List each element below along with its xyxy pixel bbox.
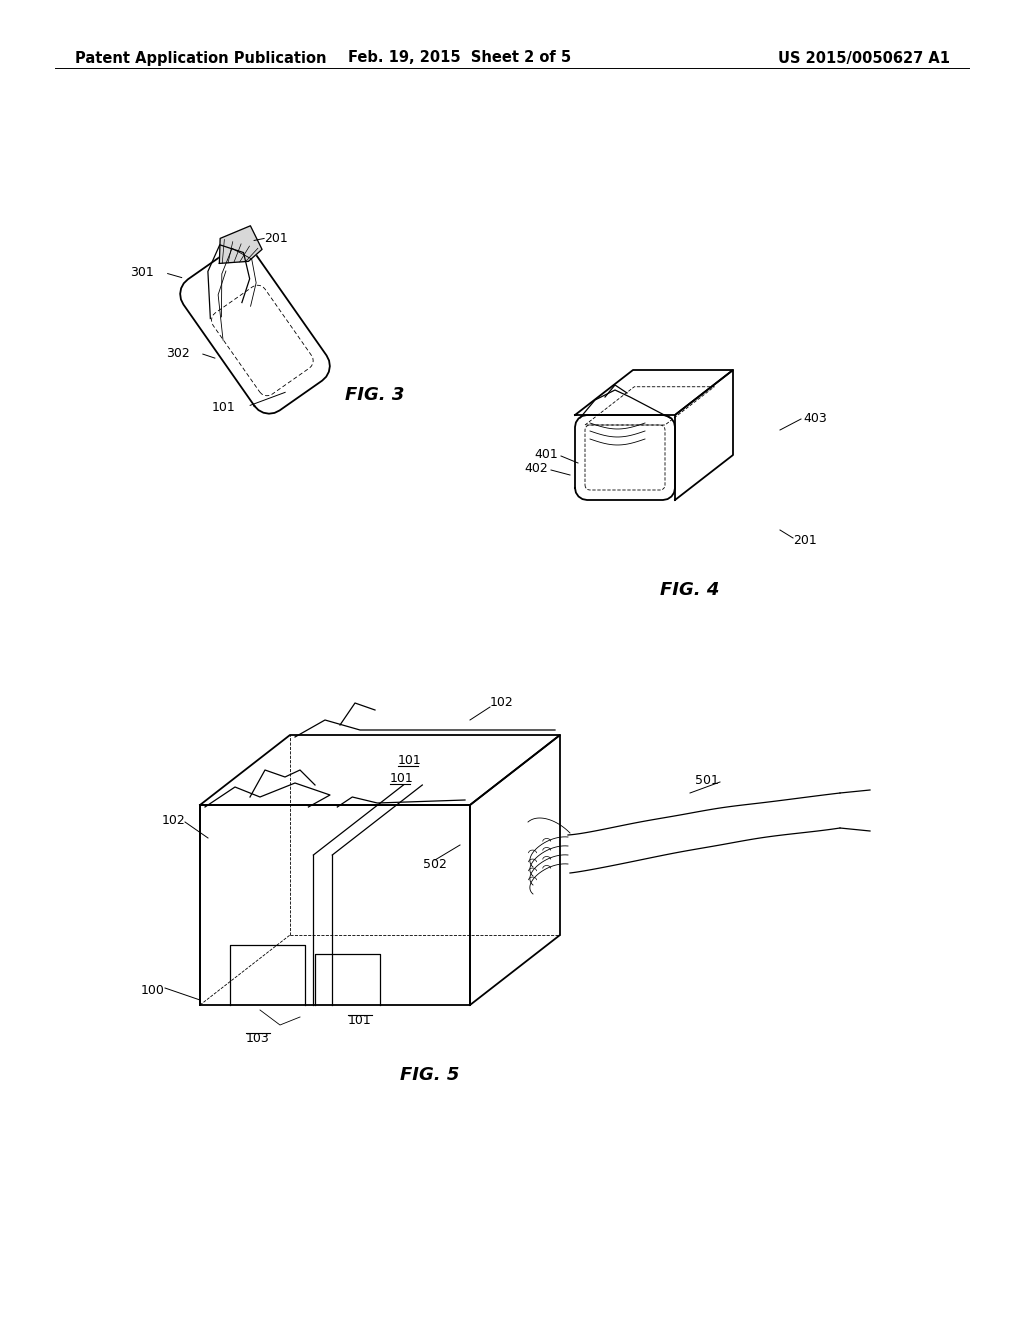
Polygon shape — [219, 226, 262, 264]
Text: Patent Application Publication: Patent Application Publication — [75, 50, 327, 66]
Text: 201: 201 — [793, 533, 817, 546]
Text: 302: 302 — [166, 347, 189, 359]
Text: 102: 102 — [490, 696, 514, 709]
Text: FIG. 3: FIG. 3 — [345, 385, 404, 404]
Text: 102: 102 — [161, 813, 185, 826]
Text: 401: 401 — [535, 449, 558, 462]
Text: 101: 101 — [211, 401, 236, 414]
Text: 402: 402 — [524, 462, 548, 474]
Text: 103: 103 — [246, 1031, 270, 1044]
Text: 301: 301 — [130, 267, 154, 279]
Text: 101: 101 — [398, 754, 422, 767]
Text: FIG. 5: FIG. 5 — [400, 1067, 460, 1084]
Text: 101: 101 — [390, 771, 414, 784]
Text: Feb. 19, 2015  Sheet 2 of 5: Feb. 19, 2015 Sheet 2 of 5 — [348, 50, 571, 66]
Text: 100: 100 — [141, 983, 165, 997]
Text: US 2015/0050627 A1: US 2015/0050627 A1 — [778, 50, 950, 66]
Text: 502: 502 — [423, 858, 446, 871]
Text: FIG. 4: FIG. 4 — [660, 581, 720, 599]
Text: 201: 201 — [264, 232, 288, 246]
Text: 501: 501 — [695, 774, 719, 787]
Text: 101: 101 — [348, 1014, 372, 1027]
Text: 403: 403 — [803, 412, 826, 425]
